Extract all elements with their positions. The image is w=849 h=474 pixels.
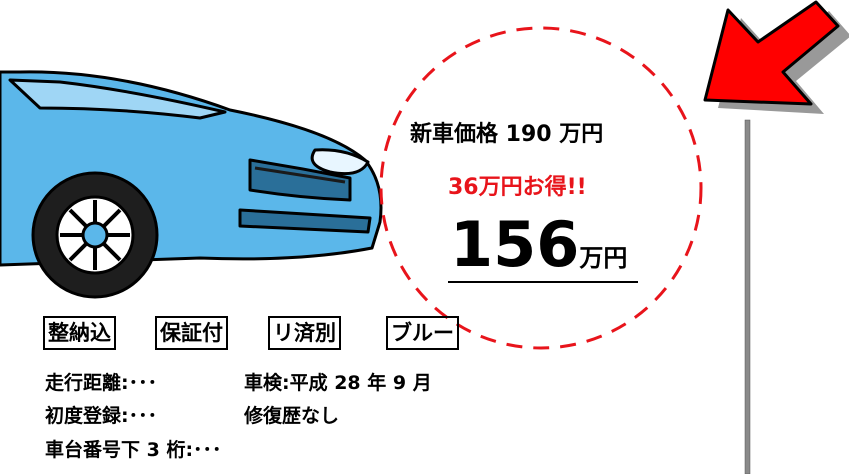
list-price: 新車価格 190 万円	[410, 116, 603, 148]
detail: 修復歴なし	[244, 401, 339, 428]
car-illustration	[0, 72, 381, 297]
flyer: 新車価格 190 万円 36万円お得!! 156万円 整納込 保証付 リ済別 ブ…	[0, 0, 849, 474]
detail: 車検:平成 28 年 9 月	[244, 368, 432, 395]
detail: 車台番号下 3 桁:･･･	[45, 435, 222, 462]
tag: 整納込	[43, 316, 116, 350]
price-number: 156	[450, 208, 579, 281]
detail: 走行距離:･･･	[45, 368, 157, 395]
tag: 保証付	[155, 316, 228, 350]
discount: 36万円お得!!	[448, 169, 587, 201]
tag: ブルー	[386, 316, 459, 350]
tag: リ済別	[268, 316, 341, 350]
detail: 初度登録:･･･	[45, 401, 157, 428]
pole	[745, 120, 750, 474]
price: 156万円	[450, 210, 627, 293]
price-unit: 万円	[579, 244, 627, 272]
